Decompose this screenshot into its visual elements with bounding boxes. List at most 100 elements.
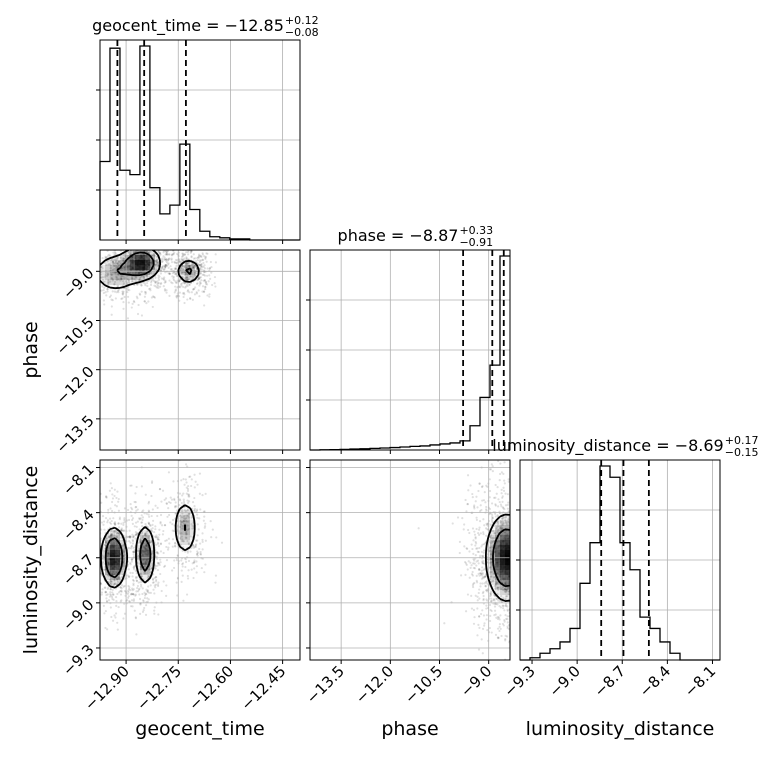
- sample-point: [144, 594, 147, 597]
- sample-point: [95, 286, 97, 288]
- sample-point: [112, 262, 115, 266]
- sample-point: [144, 561, 148, 565]
- sample-point: [496, 582, 499, 585]
- sample-point: [139, 266, 142, 269]
- sample-point: [151, 523, 154, 526]
- density-cell: [185, 505, 191, 511]
- sample-point: [501, 561, 504, 564]
- sample-point: [532, 549, 534, 551]
- sample-point: [118, 517, 121, 521]
- sample-point: [130, 260, 134, 263]
- sample-point: [197, 254, 201, 257]
- sample-point: [493, 605, 497, 608]
- sample-point: [135, 276, 138, 279]
- sample-point: [180, 267, 183, 270]
- sample-point: [149, 261, 152, 264]
- sample-point: [128, 535, 131, 538]
- sample-point: [111, 299, 114, 302]
- x-axis-label-phase: phase: [381, 718, 438, 740]
- sample-point: [197, 277, 200, 280]
- sample-point: [512, 539, 514, 541]
- sample-point: [507, 593, 510, 596]
- samples-phase-luminosity_distance: [417, 460, 543, 660]
- sample-point: [111, 564, 114, 567]
- sample-point: [91, 555, 93, 557]
- sample-point: [201, 236, 203, 238]
- sample-point: [105, 294, 108, 297]
- sample-point: [91, 288, 93, 290]
- sample-point: [511, 545, 513, 547]
- sample-point: [203, 274, 207, 277]
- sample-point: [199, 276, 203, 279]
- sample-point: [133, 259, 136, 262]
- density-cell: [145, 560, 151, 566]
- sample-point: [181, 562, 185, 565]
- sample-point: [504, 544, 507, 548]
- sample-point: [101, 256, 104, 260]
- sample-point: [101, 276, 104, 279]
- sample-point: [175, 295, 178, 298]
- sample-point: [175, 243, 177, 245]
- sample-point: [129, 252, 132, 255]
- sample-point: [167, 253, 170, 256]
- sample-point: [196, 551, 200, 554]
- sample-point: [182, 498, 185, 501]
- sample-point: [155, 578, 158, 582]
- sample-point: [541, 506, 543, 508]
- sample-point: [178, 514, 181, 517]
- density-cell: [180, 535, 186, 541]
- sample-point: [516, 551, 518, 553]
- sample-point: [136, 247, 138, 249]
- density-cell: [495, 570, 501, 576]
- sample-point: [109, 507, 112, 510]
- sample-point: [157, 542, 160, 545]
- sample-point: [160, 282, 163, 285]
- sample-point: [517, 549, 519, 551]
- sample-point: [151, 581, 155, 584]
- sample-point: [514, 591, 516, 593]
- sample-point: [139, 293, 142, 296]
- sample-point: [497, 528, 501, 531]
- sample-point: [130, 267, 134, 271]
- sample-point: [533, 581, 535, 583]
- sample-point: [142, 562, 145, 566]
- sample-point: [129, 571, 132, 574]
- sample-point: [472, 582, 475, 585]
- sample-point: [107, 278, 110, 282]
- sample-point: [470, 607, 474, 610]
- sample-point: [476, 634, 479, 637]
- sample-point: [185, 257, 188, 260]
- sample-point: [478, 482, 481, 485]
- sample-point: [203, 526, 206, 529]
- sample-point: [516, 518, 518, 520]
- density-cell: [100, 550, 106, 556]
- sample-point: [537, 534, 539, 536]
- sample-point: [112, 541, 115, 544]
- sample-point: [120, 528, 123, 531]
- sample-point: [513, 551, 515, 553]
- sample-point: [114, 529, 117, 532]
- density-cell: [485, 565, 491, 571]
- sample-point: [480, 550, 483, 553]
- sample-point: [483, 562, 486, 565]
- sample-point: [150, 539, 153, 542]
- sample-point: [113, 237, 115, 239]
- sample-point: [471, 527, 475, 530]
- sample-point: [195, 509, 198, 512]
- sample-point: [483, 582, 486, 585]
- sample-point: [165, 584, 168, 587]
- sample-point: [206, 294, 209, 297]
- sample-point: [466, 593, 470, 596]
- sample-point: [512, 580, 514, 582]
- density-cell: [135, 545, 141, 551]
- sample-point: [498, 625, 501, 628]
- sample-point: [492, 598, 496, 601]
- sample-point: [181, 565, 184, 568]
- sample-point: [132, 242, 134, 244]
- sample-point: [155, 536, 159, 539]
- sample-point: [511, 541, 513, 543]
- sample-point: [110, 273, 113, 277]
- sample-point: [489, 536, 492, 539]
- sample-point: [150, 552, 154, 555]
- sample-point: [86, 251, 88, 253]
